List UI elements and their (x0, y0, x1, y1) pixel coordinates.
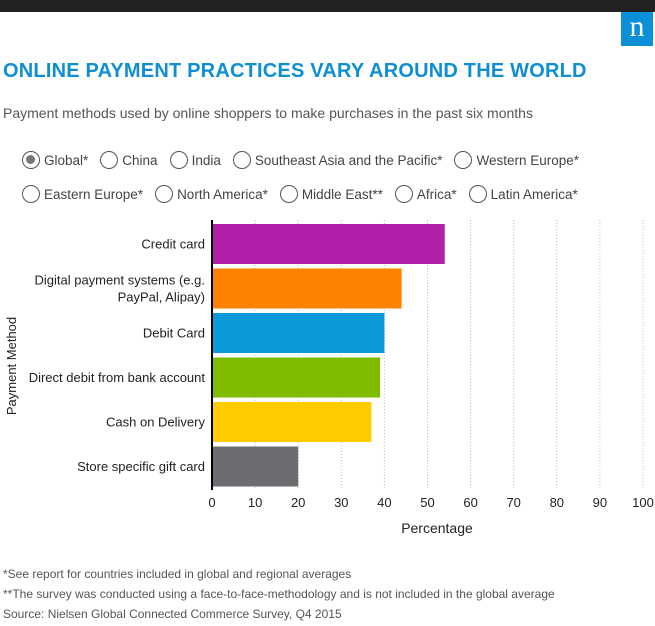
category-label-line: Store specific gift card (77, 459, 205, 474)
bar[interactable] (213, 313, 385, 353)
grid-lines (211, 220, 644, 490)
x-tick-label: 0 (208, 495, 215, 510)
bar[interactable] (213, 446, 299, 487)
category-label: Debit Card (143, 326, 205, 341)
region-option-label: Middle East** (301, 186, 383, 202)
radio-button-icon[interactable] (155, 185, 174, 203)
region-option-label: Africa* (416, 186, 457, 202)
footnote-source: Source: Nielsen Global Connected Commerc… (3, 607, 342, 621)
region-option-eastern-europe[interactable]: Eastern Europe* (22, 185, 143, 203)
x-tick-label: 100 (632, 495, 654, 510)
region-option-india[interactable]: India (169, 151, 221, 169)
category-label: Store specific gift card (77, 459, 205, 474)
footnote-methodology: **The survey was conducted using a face-… (3, 587, 555, 601)
radio-button-icon[interactable] (169, 151, 188, 169)
category-label: Digital payment systems (e.g. PayPal, Ali… (34, 273, 205, 305)
x-tick-label: 70 (506, 495, 520, 510)
region-option-label: Southeast Asia and the Pacific* (254, 152, 443, 168)
region-option-africa[interactable]: Africa* (394, 185, 457, 203)
x-tick-label: 60 (463, 495, 477, 510)
region-option-label: Western Europe* (476, 152, 580, 168)
bar[interactable] (213, 357, 381, 398)
category-label: Credit card (141, 237, 205, 252)
chart-subtitle: Payment methods used by online shoppers … (3, 105, 533, 121)
bar[interactable] (213, 402, 372, 442)
x-tick-label: 30 (334, 495, 348, 510)
bar[interactable] (213, 268, 402, 309)
x-tick-label: 40 (377, 495, 391, 510)
region-selector: Global* China India Southeast Asia and the … (0, 148, 655, 218)
chart-title: ONLINE PAYMENT PRACTICES VARY AROUND THE… (3, 60, 587, 82)
region-option-label: Global* (44, 152, 89, 168)
region-option-label: North America* (177, 186, 268, 202)
region-option-global[interactable]: Global* (22, 151, 88, 169)
top-bar (0, 0, 655, 12)
radio-button-icon[interactable] (22, 151, 40, 169)
category-label: Direct debit from bank account (29, 370, 206, 385)
radio-button-icon[interactable] (22, 185, 40, 203)
radio-button-icon[interactable] (232, 151, 251, 169)
region-option-label: India (191, 152, 221, 168)
nielsen-logo: n (621, 12, 653, 46)
y-axis-title: Payment Method (4, 317, 19, 415)
radio-button-icon[interactable] (468, 185, 487, 203)
category-labels: Credit card Digital payment systems (e.g.… (29, 237, 206, 475)
category-label: Cash on Delivery (106, 415, 205, 430)
region-option-label: Latin America* (490, 186, 578, 202)
region-option-north-america[interactable]: North America* (155, 185, 268, 203)
x-tick-label: 10 (248, 495, 262, 510)
radio-button-icon[interactable] (279, 185, 298, 203)
category-label-line: Digital payment systems (e.g. (34, 273, 205, 288)
region-row-2: Eastern Europe* North America* Middle East… (22, 185, 590, 203)
region-row-1: Global* China India Southeast Asia and the … (22, 151, 591, 169)
x-axis-title: Percentage (401, 520, 473, 536)
x-tick-label: 20 (291, 495, 305, 510)
bars (213, 224, 445, 487)
region-option-latin-america[interactable]: Latin America* (468, 185, 578, 203)
region-option-label: Eastern Europe* (44, 186, 144, 202)
radio-button-icon[interactable] (100, 151, 119, 169)
category-label-line: Debit Card (143, 326, 205, 341)
region-option-china[interactable]: China (100, 151, 158, 169)
bar-chart: Credit card Digital payment systems (e.g.… (4, 220, 654, 536)
region-option-middle-east[interactable]: Middle East** (279, 185, 383, 203)
region-option-southeast-asia-and-the-pacific[interactable]: Southeast Asia and the Pacific* (232, 151, 443, 169)
footnote-regions: *See report for countries included in gl… (3, 567, 352, 581)
footnotes: *See report for countries included in gl… (3, 564, 555, 624)
category-label-line: PayPal, Alipay) (118, 290, 205, 305)
x-tick-label: 90 (593, 495, 607, 510)
region-option-label: China (122, 152, 158, 168)
category-label-line: Direct debit from bank account (29, 370, 206, 385)
x-tick-label: 50 (420, 495, 434, 510)
radio-button-icon[interactable] (454, 151, 473, 169)
region-option-western-europe[interactable]: Western Europe* (454, 151, 579, 169)
radio-button-icon[interactable] (394, 185, 413, 203)
category-label-line: Cash on Delivery (106, 415, 205, 430)
category-label-line: Credit card (141, 237, 205, 252)
x-tick-labels: 0 10 20 30 40 50 60 70 80 90 100 (208, 495, 653, 510)
x-tick-label: 80 (550, 495, 564, 510)
bar[interactable] (213, 224, 445, 264)
